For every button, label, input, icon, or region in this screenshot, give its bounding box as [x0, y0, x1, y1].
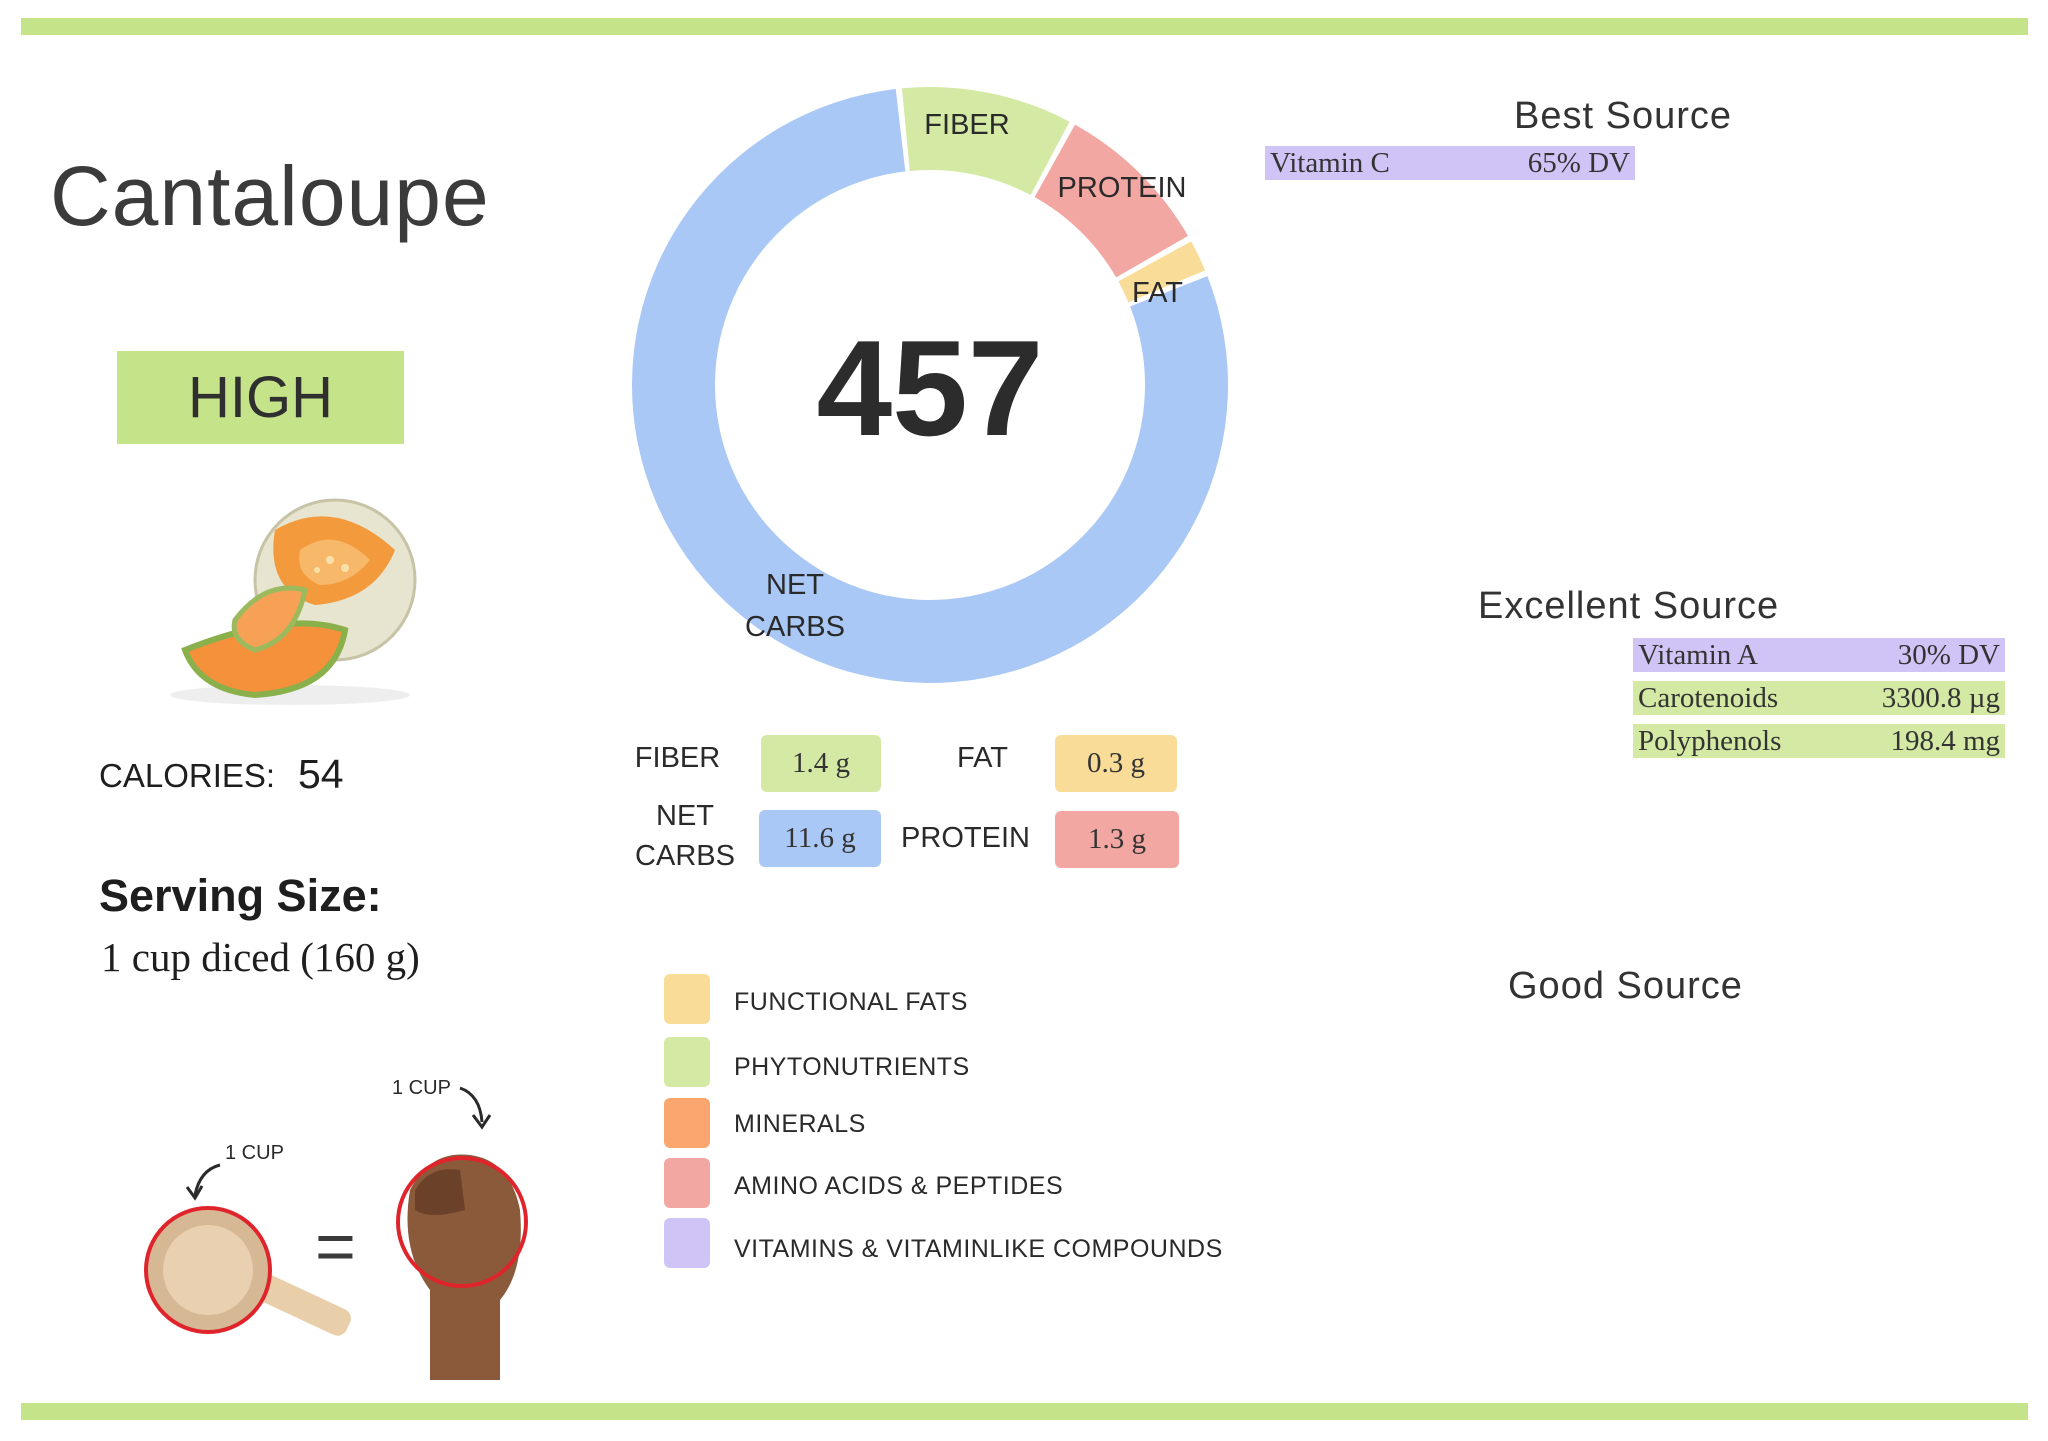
nutrient-value: 65% DV — [1527, 146, 1630, 179]
cup-arrow-icon — [193, 1163, 221, 1196]
excellent-source-row: Polyphenols 198.4 mg — [1633, 724, 2005, 758]
slice-label-net-carbs-line2: CARBS — [745, 611, 845, 643]
legend-label-phytonutrients: PHYTONUTRIENTS — [734, 1053, 970, 1081]
nutrient-name: Vitamin A — [1638, 638, 1758, 671]
food-title: Cantaloupe — [50, 149, 490, 243]
donut-slice-fiber — [901, 86, 1070, 196]
legend-label-functional-fats: FUNCTIONAL FATS — [734, 988, 968, 1016]
macro-value-fat: 0.3 g — [1055, 735, 1177, 792]
calories-value: 54 — [298, 751, 344, 797]
best-source-title: Best Source — [1514, 95, 1732, 137]
slice-label-net-carbs-line1: NET — [766, 569, 824, 601]
slice-label-protein: PROTEIN — [1057, 172, 1187, 204]
macro-donut-chart — [632, 86, 1228, 683]
slice-label-fat: FAT — [1131, 277, 1184, 309]
legend-swatch-minerals — [664, 1098, 710, 1148]
macro-value-fiber: 1.4 g — [761, 735, 881, 792]
macro-label-fiber: FIBER — [634, 742, 721, 774]
macro-label-net-carbs-line1: NET — [656, 800, 714, 832]
calories-label: CALORIES: — [99, 757, 276, 794]
rating-badge: HIGH — [117, 351, 404, 444]
rating-label: HIGH — [188, 365, 333, 430]
good-source-title: Good Source — [1508, 965, 1743, 1007]
excellent-source-title: Excellent Source — [1478, 585, 1780, 627]
serving-size-value: 1 cup diced (160 g) — [101, 934, 420, 980]
nutrient-value: 3300.8 µg — [1881, 681, 2000, 714]
bottom-divider — [21, 1403, 2028, 1420]
macro-label-fat: FAT — [956, 742, 1009, 774]
donut-slice-fat — [1118, 241, 1206, 303]
nutrient-value: 30% DV — [1897, 638, 2000, 671]
excellent-source-row: Vitamin A 30% DV — [1633, 638, 2005, 672]
macro-value-net-carbs: 11.6 g — [759, 810, 881, 867]
fist-label: 1 CUP — [392, 1077, 451, 1099]
donut-slice-protein — [1034, 124, 1189, 278]
nutrient-name: Carotenoids — [1638, 681, 1779, 714]
slice-label-fiber: FIBER — [924, 109, 1010, 141]
nutrient-name: Vitamin C — [1270, 146, 1390, 179]
legend-swatch-vitamins — [664, 1218, 710, 1268]
top-divider — [21, 18, 2028, 35]
serving-size-title: Serving Size: — [99, 870, 382, 921]
chart-center-value: 457 — [816, 312, 1044, 464]
legend-swatch-amino-acids — [664, 1158, 710, 1208]
cup-label: 1 CUP — [225, 1142, 284, 1164]
excellent-source-row: Carotenoids 3300.8 µg — [1633, 681, 2005, 715]
nutrient-value: 198.4 mg — [1890, 724, 2000, 757]
legend-label-vitamins: VITAMINS & VITAMINLIKE COMPOUNDS — [734, 1235, 1223, 1263]
macro-value-protein: 1.3 g — [1055, 811, 1179, 868]
fist-outline — [396, 1156, 528, 1288]
cantaloupe-image — [170, 498, 417, 705]
best-source-row: Vitamin C 65% DV — [1265, 146, 1635, 180]
equals-sign: = — [315, 1207, 356, 1285]
macro-label-net-carbs-line2: CARBS — [635, 840, 735, 872]
serving-comparison-graphic: = — [144, 1086, 528, 1380]
legend-swatch-phytonutrients — [664, 1037, 710, 1087]
macro-label-protein: PROTEIN — [901, 822, 1030, 854]
nutrient-name: Polyphenols — [1638, 724, 1782, 757]
legend-label-amino-acids: AMINO ACIDS & PEPTIDES — [734, 1172, 1064, 1200]
fist-arrow-icon — [459, 1086, 484, 1123]
legend-swatch-functional-fats — [664, 974, 710, 1024]
legend-label-minerals: MINERALS — [734, 1110, 866, 1138]
